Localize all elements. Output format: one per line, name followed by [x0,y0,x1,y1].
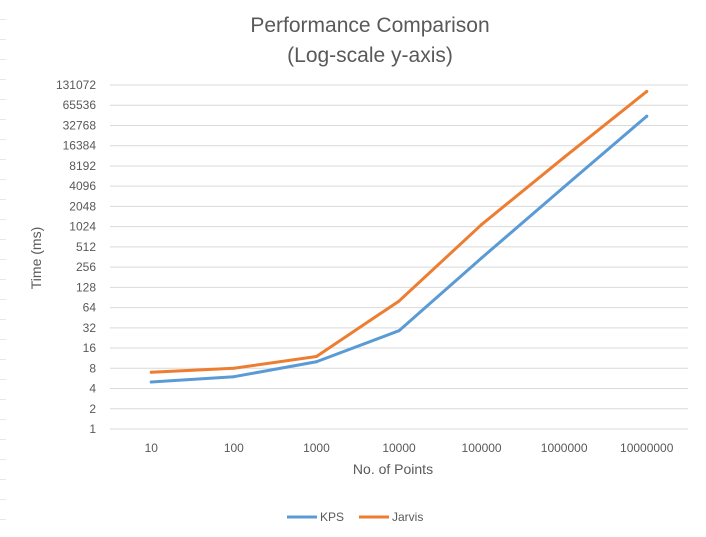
y-tick-label: 256 [76,260,96,274]
data-point-jarvis [562,155,566,159]
y-tick-label: 131072 [56,78,96,92]
data-point-jarvis [314,354,318,358]
x-tick-label: 1000000 [541,441,588,455]
data-point-jarvis [397,299,401,303]
x-axis-ticks: 10 100 1000 10000 100000 1000000 10000000 [145,441,674,455]
x-tick-label: 10000000 [620,441,674,455]
y-tick-label: 2048 [69,199,96,213]
y-tick-label: 4096 [69,179,96,193]
data-point-kps [149,380,153,384]
y-tick-label: 8192 [69,159,96,173]
y-tick-label: 1024 [69,220,96,234]
x-tick-label: 10000 [382,441,416,455]
data-point-jarvis [232,366,236,370]
chart-subtitle: (Log-scale y-axis) [287,44,453,67]
legend-label-kps: KPS [320,510,344,524]
data-point-jarvis [149,370,153,374]
data-point-kps [645,114,649,118]
y-tick-label: 512 [76,240,96,254]
chart-title-group: Performance Comparison (Log-scale y-axis… [250,14,489,67]
y-tick-label: 16384 [63,139,97,153]
y-tick-label: 8 [89,361,96,375]
x-axis-label: No. of Points [353,461,433,477]
y-tick-label: 32 [83,321,97,335]
data-point-kps [480,256,484,260]
data-point-jarvis [645,89,649,93]
data-point-kps [232,375,236,379]
y-tick-label: 2 [89,402,96,416]
y-axis-label: Time (ms) [28,227,44,289]
y-tick-label: 16 [83,341,97,355]
legend-label-jarvis: Jarvis [392,510,423,524]
chart-area[interactable] [6,0,706,537]
x-tick-label: 1000 [303,441,330,455]
x-tick-label: 100 [224,441,244,455]
y-tick-label: 4 [89,382,96,396]
x-tick-label: 10 [145,441,159,455]
series-line-kps [149,114,649,384]
data-point-kps [397,329,401,333]
y-tick-label: 32768 [63,118,97,132]
legend: KPS Jarvis [287,510,423,524]
y-tick-label: 1 [89,422,96,436]
data-point-kps [314,360,318,364]
x-tick-label: 100000 [462,441,502,455]
y-axis-ticks: 1 2 4 8 16 32 64 128 256 512 1024 2048 4096 8192 16384… [56,78,96,436]
y-tick-label: 64 [83,301,97,315]
y-tick-label: 65536 [63,98,97,112]
data-point-kps [562,185,566,189]
series-lines [149,89,649,384]
gridlines [110,84,688,430]
chart-title: Performance Comparison [250,14,489,37]
data-point-jarvis [480,223,484,227]
y-tick-label: 128 [76,280,96,294]
